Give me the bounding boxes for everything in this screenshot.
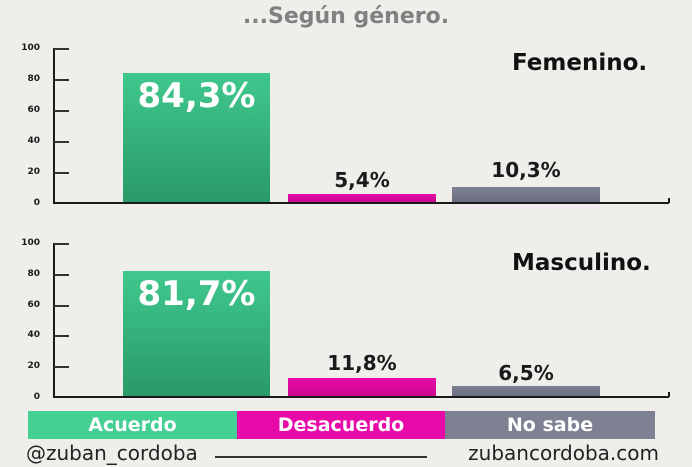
bar-acuerdo bbox=[123, 73, 270, 202]
tick-label: 20 bbox=[27, 167, 40, 177]
y-axis bbox=[53, 48, 55, 204]
x-axis bbox=[53, 202, 669, 204]
tick-label: 0 bbox=[33, 392, 40, 402]
tick-label: 40 bbox=[27, 330, 40, 340]
tick bbox=[54, 243, 69, 245]
bar-acuerdo bbox=[123, 271, 270, 396]
tick-label: 60 bbox=[27, 300, 40, 310]
axis-end-tick bbox=[668, 198, 670, 203]
legend-acuerdo: Acuerdo bbox=[28, 411, 237, 439]
tick-label: 60 bbox=[27, 105, 40, 115]
bar-no-sabe bbox=[452, 386, 600, 396]
tick-label: 80 bbox=[27, 74, 40, 84]
legend-no-sabe: No sabe bbox=[445, 411, 655, 439]
tick bbox=[54, 335, 69, 337]
tick bbox=[54, 79, 69, 81]
tick bbox=[54, 366, 69, 368]
bar-no-sabe bbox=[452, 187, 600, 202]
x-axis bbox=[53, 396, 669, 398]
tick bbox=[54, 305, 69, 307]
chart-title: ...Según género. bbox=[242, 4, 450, 29]
bar-label-acuerdo: 84,3% bbox=[137, 76, 256, 116]
legend: Acuerdo Desacuerdo No sabe bbox=[28, 411, 655, 439]
footer-divider bbox=[215, 456, 427, 458]
bar-label-acuerdo: 81,7% bbox=[137, 274, 256, 314]
bar-desacuerdo bbox=[288, 378, 436, 396]
website-link: zubancordoba.com bbox=[468, 441, 659, 465]
bar-label-desacuerdo: 11,8% bbox=[327, 351, 397, 375]
tick bbox=[54, 48, 69, 50]
tick-label: 80 bbox=[27, 269, 40, 279]
tick bbox=[54, 110, 69, 112]
legend-desacuerdo: Desacuerdo bbox=[237, 411, 445, 439]
y-axis bbox=[53, 243, 55, 398]
axis-end-tick bbox=[668, 392, 670, 397]
tick-label: 20 bbox=[27, 361, 40, 371]
bar-label-desacuerdo: 5,4% bbox=[334, 168, 390, 192]
tick-label: 100 bbox=[21, 43, 40, 53]
bar-label-no-sabe: 6,5% bbox=[498, 361, 554, 385]
social-handle: @zuban_cordoba bbox=[26, 441, 198, 465]
tick bbox=[54, 274, 69, 276]
bar-desacuerdo bbox=[288, 194, 436, 202]
bar-label-no-sabe: 10,3% bbox=[491, 158, 561, 182]
series-title: Femenino. bbox=[512, 50, 648, 76]
tick-label: 40 bbox=[27, 136, 40, 146]
tick-label: 100 bbox=[21, 238, 40, 248]
tick bbox=[54, 172, 69, 174]
series-title: Masculino. bbox=[512, 250, 651, 276]
tick-label: 0 bbox=[33, 198, 40, 208]
tick bbox=[54, 141, 69, 143]
